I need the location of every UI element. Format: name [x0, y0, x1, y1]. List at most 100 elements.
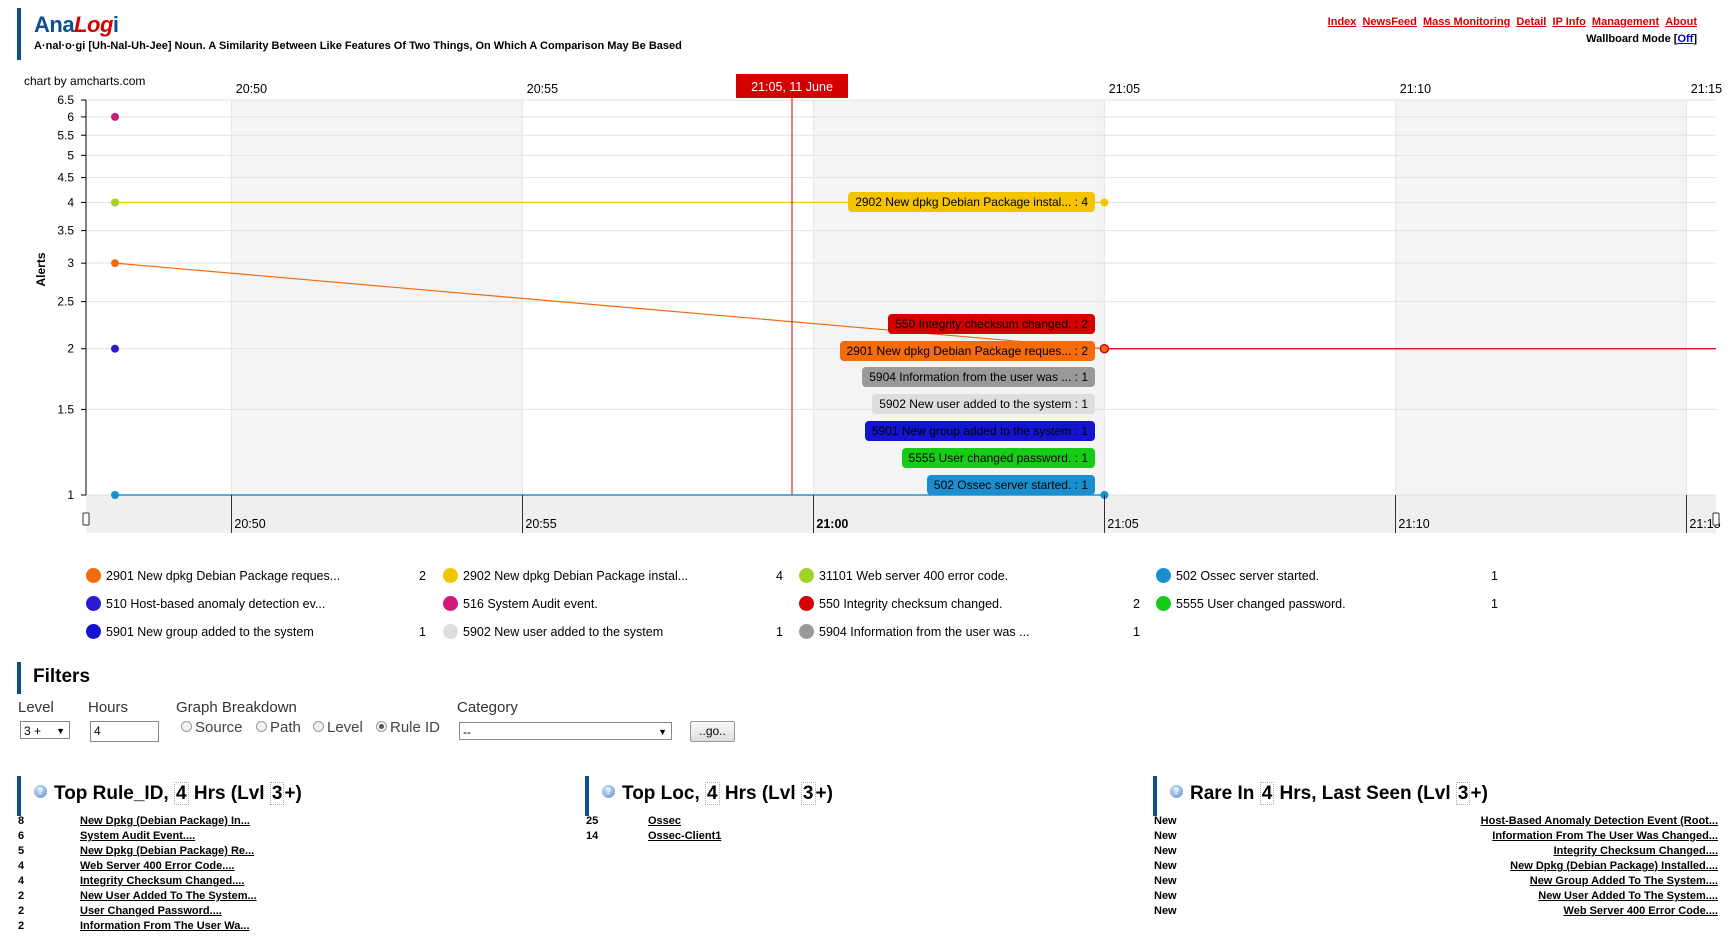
- list-link[interactable]: New User Added To The System....: [1538, 890, 1718, 902]
- chart-scrollbar: 20:50 20:55 21:00 21:05 21:10 21:15: [82, 495, 1721, 533]
- list-item-link[interactable]: Host-Based Anomaly Detection Event (Root…: [1481, 814, 1718, 829]
- brand-logo[interactable]: AnaLogi: [34, 12, 119, 37]
- list-link[interactable]: Web Server 400 Error Code....: [80, 860, 235, 872]
- legend-item[interactable]: 516 System Audit event.: [443, 595, 598, 613]
- chart-balloon: 2901 New dpkg Debian Package reques... :…: [839, 341, 1095, 361]
- breakdown-level-radio[interactable]: Level: [313, 719, 363, 736]
- list-item-link[interactable]: New User Added To The System...: [80, 889, 257, 904]
- chart-credit[interactable]: chart by amcharts.com: [24, 74, 146, 88]
- nav-detail[interactable]: Detail: [1516, 16, 1547, 28]
- list-link[interactable]: Web Server 400 Error Code....: [1563, 905, 1718, 917]
- legend-item[interactable]: 502 Ossec server started.: [1156, 567, 1319, 585]
- go-button[interactable]: ..go..: [690, 721, 735, 742]
- category-label: Category: [457, 699, 518, 716]
- list-link[interactable]: New Dpkg (Debian Package) In...: [80, 815, 250, 827]
- level-select[interactable]: 3 + ▼: [20, 721, 70, 739]
- list-item-link[interactable]: New User Added To The System....: [1538, 889, 1718, 904]
- list-item-link[interactable]: Integrity Checksum Changed....: [80, 874, 244, 889]
- list-item-link[interactable]: New Dpkg (Debian Package) In...: [80, 814, 250, 829]
- list-item-link[interactable]: Ossec: [648, 814, 681, 829]
- x-tick-label: 21:10: [1398, 517, 1429, 531]
- data-point: [111, 259, 119, 268]
- list-link[interactable]: Host-Based Anomaly Detection Event (Root…: [1480, 815, 1718, 827]
- list-item-link[interactable]: Information From The User Was Changed...: [1492, 829, 1718, 844]
- list-link[interactable]: System Audit Event....: [80, 830, 196, 842]
- chart-cursor: 21:05, 11 June: [736, 74, 848, 495]
- legend-item[interactable]: 5901 New group added to the system: [86, 623, 314, 641]
- legend-item[interactable]: 31101 Web server 400 error code.: [799, 567, 1008, 585]
- category-select[interactable]: -- ▼: [459, 722, 672, 740]
- x-tick-label-top: 21:05: [1109, 82, 1140, 96]
- chart-band: [231, 100, 523, 495]
- legend-item[interactable]: 2901 New dpkg Debian Package reques...: [86, 567, 340, 585]
- list-item-link[interactable]: Web Server 400 Error Code....: [80, 859, 234, 874]
- help-icon[interactable]: ?: [34, 785, 47, 799]
- nav-ip-info[interactable]: IP Info: [1552, 16, 1586, 28]
- list-item-link[interactable]: User Changed Password....: [80, 904, 222, 919]
- legend-item[interactable]: 5904 Information from the user was ...: [799, 623, 1030, 641]
- hours-input[interactable]: 4: [90, 721, 159, 742]
- breakdown-path-radio[interactable]: Path: [256, 719, 301, 736]
- list-link[interactable]: New Dpkg (Debian Package) Re...: [80, 845, 255, 857]
- list-link[interactable]: New Dpkg (Debian Package) Installed....: [1510, 860, 1718, 872]
- list-link[interactable]: User Changed Password....: [80, 905, 222, 917]
- list-count: 6: [18, 830, 25, 842]
- list-count: New: [1154, 815, 1177, 827]
- list-item-link[interactable]: Information From The User Wa...: [80, 919, 250, 934]
- legend-marker-icon: [1156, 568, 1171, 584]
- nav-index[interactable]: Index: [1327, 16, 1357, 28]
- list-item-link[interactable]: New Group Added To The System....: [1530, 874, 1718, 889]
- x-tick-label-top: 20:50: [236, 82, 267, 96]
- list-link[interactable]: New Group Added To The System....: [1529, 875, 1718, 887]
- list-link[interactable]: Information From The User Was Changed...: [1492, 830, 1718, 842]
- nav-mass-monitoring[interactable]: Mass Monitoring: [1422, 16, 1511, 28]
- legend-item[interactable]: 2902 New dpkg Debian Package instal...: [443, 567, 688, 585]
- breakdown-ruleid-radio[interactable]: Rule ID: [376, 719, 440, 736]
- chart-balloon: 5555 User changed password. : 1: [901, 448, 1095, 468]
- list-count: New: [1154, 875, 1177, 887]
- brand-accent-bar: [17, 8, 21, 60]
- x-tick-label: 21:00: [816, 517, 848, 531]
- nav-newsfeed[interactable]: NewsFeed: [1362, 16, 1417, 28]
- radio-icon: [313, 720, 324, 732]
- y-tick-label: 6.5: [57, 93, 74, 107]
- tagline: A·nal·o·gi [Uh-Nal-Uh-Jee] Noun. A Simil…: [34, 40, 682, 52]
- list-item-link[interactable]: Ossec-Client1: [648, 829, 721, 844]
- top-loc-title: ? Top Loc, 4 Hrs (Lvl 3 +): [602, 782, 833, 805]
- legend-value: 2: [419, 569, 426, 583]
- data-point: [1100, 198, 1109, 207]
- list-count: 2: [18, 920, 25, 932]
- legend-item[interactable]: 5902 New user added to the system: [443, 623, 663, 641]
- chart-bands: [86, 100, 1716, 533]
- list-link[interactable]: Ossec-Client1: [648, 830, 722, 842]
- list-count: 8: [18, 815, 25, 827]
- list-link[interactable]: Information From The User Wa...: [80, 920, 250, 932]
- list-link[interactable]: Integrity Checksum Changed....: [1553, 845, 1718, 857]
- legend-item[interactable]: 5555 User changed password.: [1156, 595, 1346, 613]
- list-item-link[interactable]: Web Server 400 Error Code....: [1564, 904, 1718, 919]
- breakdown-source-radio[interactable]: Source: [181, 719, 243, 736]
- legend-value: 1: [419, 625, 426, 639]
- list-item-link[interactable]: New Dpkg (Debian Package) Installed....: [1510, 859, 1718, 874]
- list-count: New: [1154, 890, 1177, 902]
- help-icon[interactable]: ?: [1170, 785, 1183, 799]
- list-item-link[interactable]: New Dpkg (Debian Package) Re...: [80, 844, 254, 859]
- list-count: 5: [18, 845, 25, 857]
- wallboard-toggle[interactable]: Off: [1677, 33, 1694, 45]
- legend-value: 1: [1133, 625, 1140, 639]
- legend-item[interactable]: 550 Integrity checksum changed.: [799, 595, 1002, 613]
- legend-label: 5902 New user added to the system: [463, 625, 664, 639]
- list-link[interactable]: Integrity Checksum Changed....: [80, 875, 245, 887]
- chevron-down-icon: ▼: [56, 726, 65, 736]
- chart-balloon: 5902 New user added to the system : 1: [872, 394, 1095, 414]
- list-item-link[interactable]: System Audit Event....: [80, 829, 195, 844]
- list-link[interactable]: Ossec: [648, 815, 682, 827]
- legend-item[interactable]: 510 Host-based anomaly detection ev...: [86, 595, 325, 613]
- list-link[interactable]: New User Added To The System...: [80, 890, 257, 902]
- list-item-link[interactable]: Integrity Checksum Changed....: [1554, 844, 1718, 859]
- help-icon[interactable]: ?: [602, 785, 615, 799]
- nav-about[interactable]: About: [1665, 16, 1697, 28]
- nav-management[interactable]: Management: [1591, 16, 1660, 28]
- x-tick-label-top: 21:10: [1400, 82, 1431, 96]
